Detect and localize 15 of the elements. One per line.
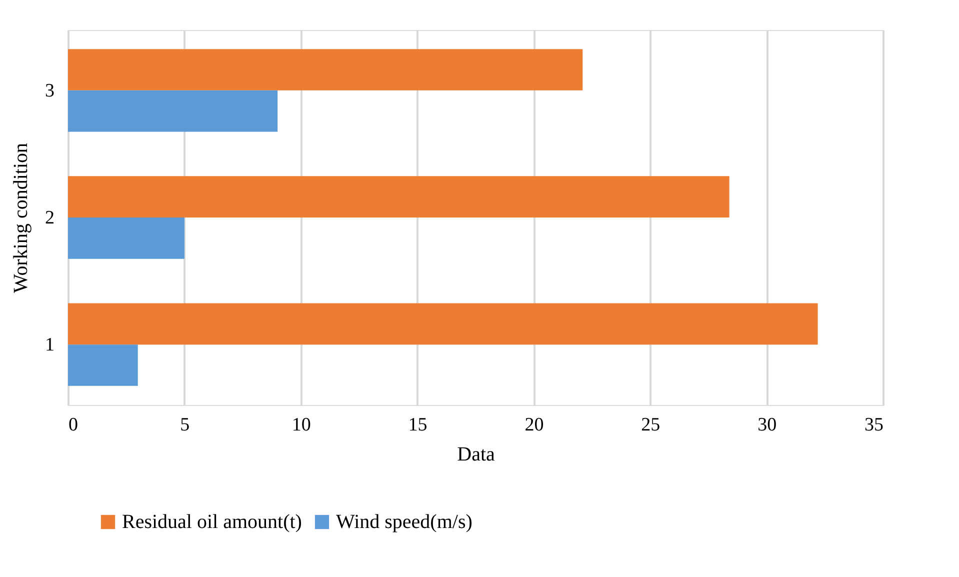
x-tick-label: 5 [180,414,190,436]
x-tick-label: 10 [292,414,311,436]
x-tick-label: 15 [408,414,428,436]
y-tick-label: 3 [45,80,54,102]
legend-label: Wind speed(m/s) [336,511,472,533]
y-axis-title: Working condition [10,142,32,294]
x-tick-label: 0 [68,414,78,436]
y-tick-label: 2 [45,208,54,228]
legend-label: Residual oil amount(t) [122,511,302,533]
y-tick-label: 1 [45,334,54,356]
x-tick-label: 35 [864,414,884,436]
x-tick-label: 25 [641,414,660,436]
x-tick-label: 30 [758,414,777,436]
x-axis-title: Data [457,444,495,466]
x-tick-label: 20 [524,414,544,436]
